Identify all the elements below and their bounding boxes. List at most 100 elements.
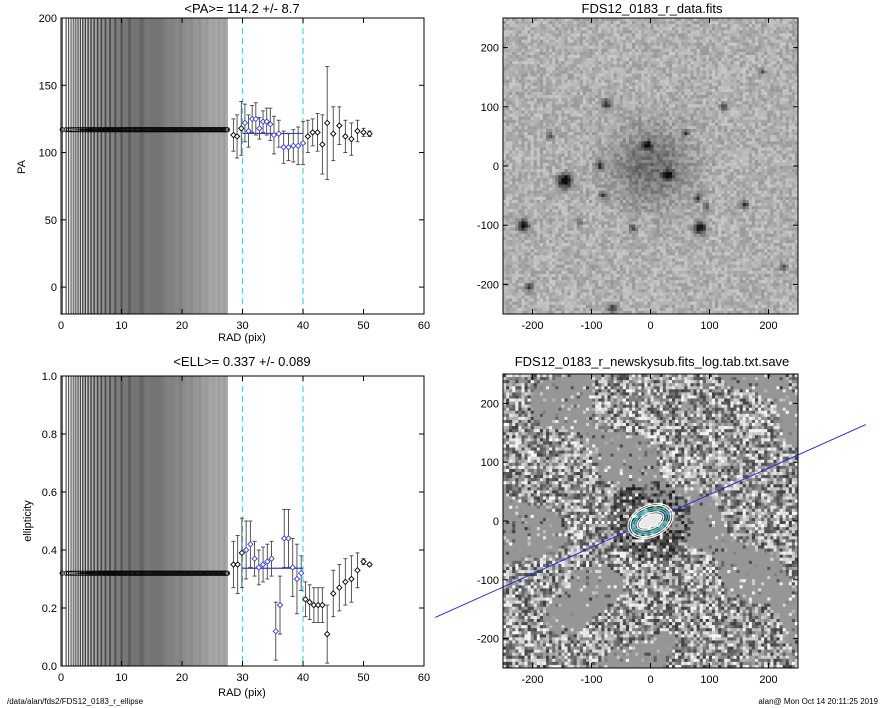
data-image-pixel (506, 27, 510, 31)
data-image-pixel (555, 67, 559, 71)
data-image-pixel (739, 73, 744, 77)
data-image-pixel (506, 88, 510, 93)
data-image-pixel (555, 88, 559, 93)
data-image-pixel (598, 51, 602, 56)
data-image-pixel (699, 119, 704, 124)
data-image-pixel (754, 58, 759, 62)
data-image-pixel (647, 88, 651, 93)
data-image-pixel (573, 135, 578, 139)
data-image-pixel (570, 76, 575, 81)
data-image-pixel (739, 107, 744, 111)
data-image-pixel (659, 55, 664, 59)
data-image-pixel (601, 21, 605, 25)
data-image-pixel (592, 36, 596, 40)
data-image-pixel (503, 24, 507, 28)
data-image-pixel (742, 92, 747, 96)
data-image-pixel (564, 48, 568, 53)
data-image-pixel (696, 58, 701, 62)
data-image-pixel (518, 144, 522, 148)
data-image-pixel (779, 64, 784, 68)
data-image-pixel (638, 70, 642, 74)
data-image-pixel (693, 55, 697, 59)
data-image-pixel (662, 104, 667, 108)
data-image-pixel (564, 129, 568, 133)
data-image-pixel (619, 27, 624, 31)
data-image-pixel (628, 76, 633, 81)
data-image-pixel (632, 79, 636, 84)
data-image-pixel (687, 110, 691, 114)
data-image-pixel (782, 39, 787, 44)
data-image-pixel (515, 88, 519, 93)
data-image-pixel (659, 64, 664, 68)
data-image-pixel (561, 51, 565, 56)
data-image-pixel (656, 132, 661, 136)
ell-data-point (276, 601, 284, 609)
data-image-pixel (567, 33, 571, 37)
data-image-pixel (776, 101, 780, 105)
data-image-pixel (764, 138, 768, 142)
data-image-pixel (595, 48, 599, 53)
data-image-pixel (628, 125, 633, 130)
data-image-pixel (604, 88, 608, 93)
data-image-pixel (592, 39, 596, 44)
data-image-pixel (684, 73, 688, 77)
data-image-pixel (718, 125, 722, 130)
data-image-pixel (653, 135, 658, 139)
data-image-pixel (613, 119, 618, 124)
data-image-pixel (647, 30, 651, 34)
data-image-pixel (751, 45, 756, 50)
data-image-pixel (727, 64, 731, 68)
data-image-pixel (552, 82, 556, 87)
data-image-pixel (582, 45, 587, 50)
data-image-pixel (702, 21, 707, 25)
data-image-pixel (656, 113, 661, 118)
ellipticity-profile-panel: <ELL>= 0.337 +/- 0.089 RAD (pix) ellipti… (22, 354, 430, 699)
data-image-pixel (733, 67, 737, 71)
data-image-pixel (638, 110, 642, 114)
data-image-pixel (684, 138, 688, 142)
data-image-pixel (715, 18, 719, 22)
data-image-pixel (736, 122, 741, 127)
data-image-pixel (589, 61, 593, 65)
pa-inner-point (63, 127, 69, 133)
data-image-pixel (601, 27, 605, 31)
data-image-pixel (702, 39, 707, 44)
data-image-pixel (573, 147, 578, 151)
data-image-pixel (764, 122, 768, 127)
data-image-pixel (665, 24, 670, 28)
data-image-pixel (693, 58, 697, 62)
data-image-pixel (598, 33, 602, 37)
data-image-pixel (705, 141, 710, 145)
data-image-pixel (567, 129, 571, 133)
data-image-pixel (754, 141, 759, 145)
data-image-pixel (678, 55, 682, 59)
data-image-pixel (552, 70, 556, 74)
data-image-pixel (708, 132, 713, 136)
data-image-pixel (530, 113, 535, 118)
data-image-pixel (758, 95, 762, 99)
data-image-pixel (745, 58, 750, 62)
data-image-pixel (718, 67, 722, 71)
data-image-pixel (754, 51, 759, 56)
data-image-pixel (767, 88, 771, 93)
data-image-pixel (791, 18, 796, 22)
data-image-pixel (564, 101, 568, 105)
data-image-pixel (708, 24, 713, 28)
data-image-pixel (650, 79, 654, 84)
data-image-pixel (570, 147, 575, 151)
data-image-pixel (576, 122, 581, 127)
data-image-pixel (715, 48, 719, 53)
data-image-pixel (776, 27, 780, 31)
data-image-pixel (595, 110, 599, 114)
data-image-pixel (724, 39, 728, 44)
data-image-pixel (672, 113, 676, 118)
data-image-pixel (570, 61, 575, 65)
data-image-pixel (518, 141, 522, 145)
data-image-pixel (539, 122, 544, 127)
data-image-pixel (622, 27, 627, 31)
data-image-pixel (610, 21, 615, 25)
data-image-pixel (727, 144, 731, 148)
data-image-pixel (509, 95, 513, 99)
data-image-pixel (711, 85, 716, 90)
data-image-pixel (791, 125, 796, 130)
